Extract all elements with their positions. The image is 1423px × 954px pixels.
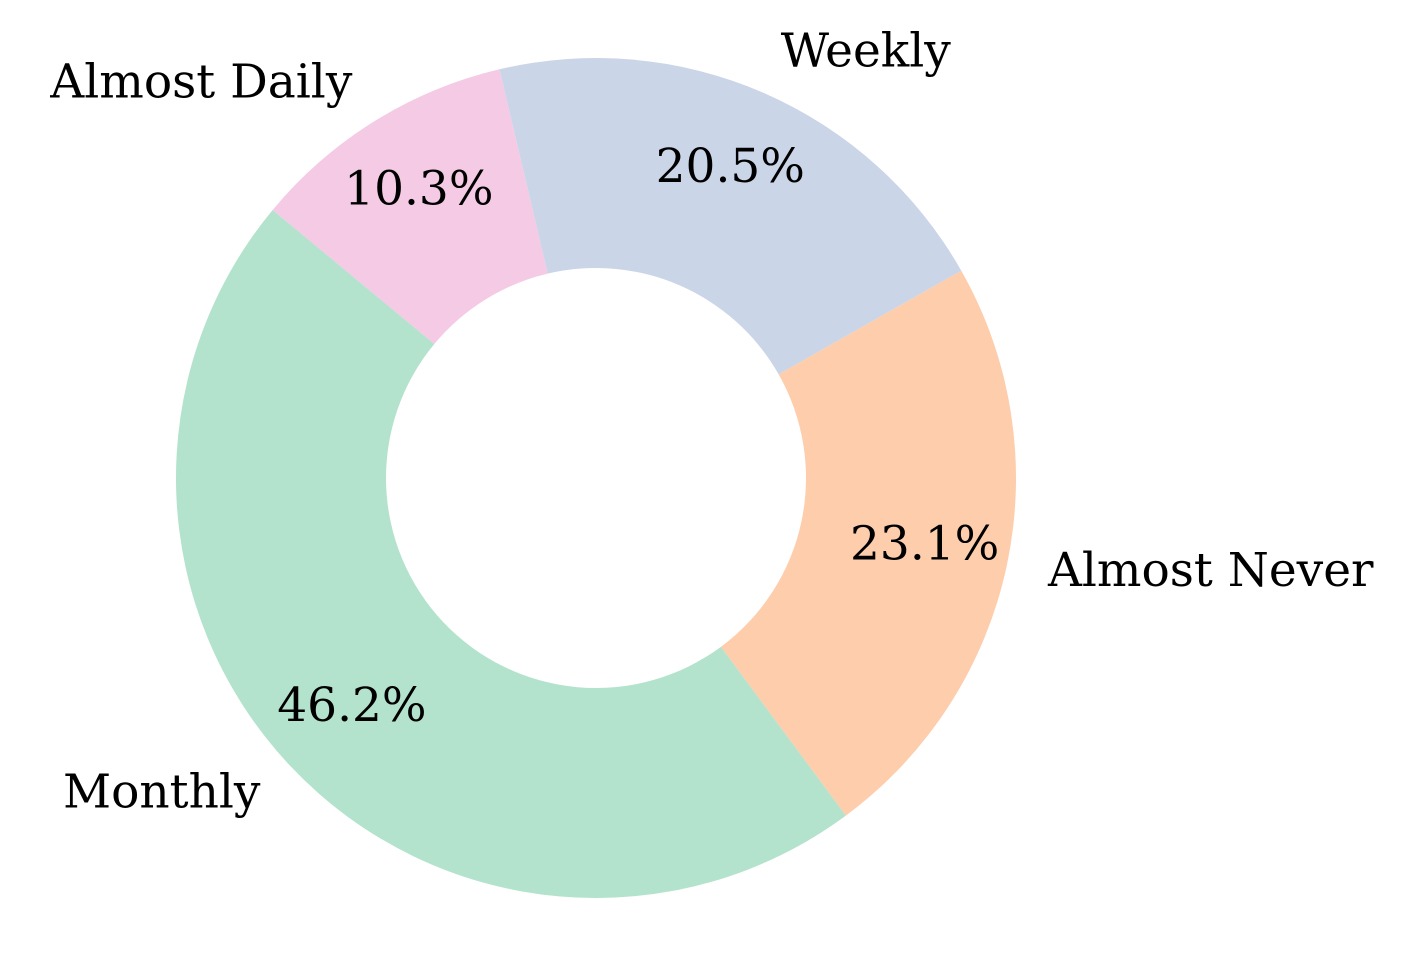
slice	[175, 209, 846, 899]
slice	[720, 270, 1016, 816]
category-label: Almost Never	[1047, 543, 1374, 598]
value-label: 46.2%	[277, 678, 426, 733]
category-label: Monthly	[63, 765, 261, 820]
slice	[499, 57, 962, 375]
category-label: Almost Daily	[49, 54, 353, 109]
value-label: 23.1%	[850, 517, 999, 572]
slice	[272, 69, 548, 344]
category-label: Weekly	[781, 24, 952, 79]
value-label: 20.5%	[656, 139, 805, 194]
value-label: 10.3%	[344, 162, 493, 217]
